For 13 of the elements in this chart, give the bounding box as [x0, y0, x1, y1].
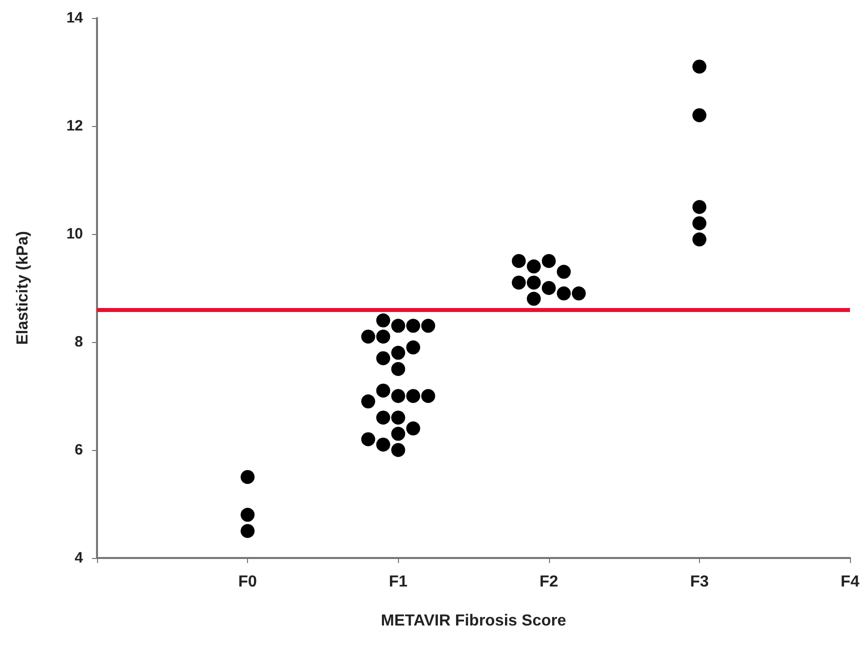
y-tick-label: 6 [74, 442, 83, 458]
y-tick-label: 12 [66, 118, 83, 134]
y-tick-label: 10 [66, 226, 83, 242]
y-tick-label: 4 [74, 550, 84, 566]
x-tick-label: F3 [690, 574, 709, 590]
x-tick-label: F4 [840, 574, 860, 590]
x-tick-label: F0 [238, 574, 258, 590]
y-tick-label: 8 [74, 334, 83, 350]
x-axis-title: METAVIR Fibrosis Score [380, 612, 566, 630]
y-tick-label: 14 [66, 10, 84, 26]
y-axis-title: Elasticity (kPa) [14, 231, 32, 345]
x-tick-label: F1 [388, 574, 408, 590]
x-tick-label: F2 [539, 574, 558, 590]
